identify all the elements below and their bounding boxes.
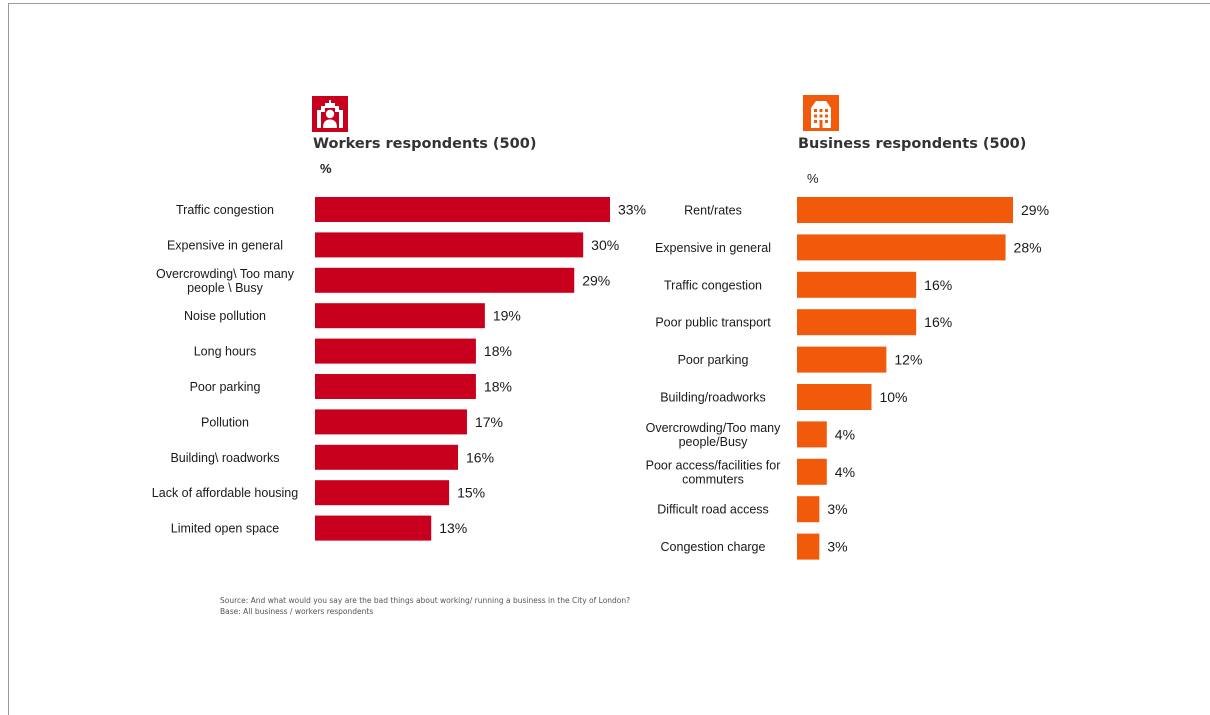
worker-building-icon <box>312 96 348 132</box>
workers-category-label: Expensive in general <box>167 238 283 252</box>
business-bar <box>797 533 820 560</box>
business-category-label: Congestion charge <box>661 540 766 554</box>
business-bar <box>797 309 917 336</box>
business-value-label: 12% <box>894 352 922 368</box>
business-category-label: Expensive in general <box>655 241 771 255</box>
base-note: Base: All business / workers respondents <box>220 607 374 616</box>
workers-bar <box>315 197 610 222</box>
workers-bar <box>315 374 476 399</box>
workers-bar <box>315 303 485 329</box>
business-value-label: 4% <box>835 464 855 480</box>
business-bar <box>797 197 1013 223</box>
business-value-label: 4% <box>835 426 855 442</box>
slide-frame <box>8 3 1210 715</box>
workers-value-label: 29% <box>582 272 610 288</box>
business-panel-title: Business respondents (500) <box>798 136 1027 152</box>
workers-category-label: Long hours <box>194 345 257 359</box>
workers-category-label: Overcrowding\ Too many people \ Busy <box>156 267 295 295</box>
business-bar <box>797 421 827 448</box>
business-bar <box>797 234 1006 261</box>
business-bar <box>797 346 887 373</box>
workers-bar-chart: 33% Traffic congestion 30% Expensive in gen… <box>152 197 646 541</box>
business-value-label: 16% <box>924 277 952 293</box>
business-value-label: 10% <box>879 389 907 405</box>
workers-value-label: 16% <box>466 449 494 465</box>
workers-value-label: 19% <box>493 308 521 324</box>
workers-category-label: Poor parking <box>190 380 261 394</box>
workers-bar <box>315 267 575 293</box>
workers-category-label: Limited open space <box>171 522 279 536</box>
business-bar <box>797 384 872 410</box>
workers-category-label: Pollution <box>201 415 249 429</box>
workers-value-label: 18% <box>484 343 512 359</box>
workers-value-label: 33% <box>618 202 646 218</box>
footnote: Source: And what would you say are the b… <box>220 595 630 617</box>
business-category-label: Rent/rates <box>684 204 742 218</box>
business-bar <box>797 271 917 298</box>
business-bar-chart: 29% Rent/rates 28% Expensive in general 16% T… <box>646 197 1049 560</box>
workers-category-label: Traffic congestion <box>176 203 274 217</box>
office-building-icon <box>803 95 839 131</box>
workers-value-label: 18% <box>484 379 512 395</box>
workers-category-label: Lack of affordable housing <box>152 486 298 500</box>
workers-bar <box>315 480 450 506</box>
source-note: Source: And what would you say are the b… <box>220 596 631 605</box>
business-category-label: Poor public transport <box>655 316 771 330</box>
business-category-label: Traffic congestion <box>664 278 762 292</box>
business-value-label: 28% <box>1014 239 1042 255</box>
workers-bar <box>315 409 467 435</box>
business-category-label: Building/roadworks <box>660 391 766 405</box>
workers-value-label: 15% <box>457 485 485 501</box>
business-category-label: Difficult road access <box>657 503 769 517</box>
business-category-label: Poor access/facilities for commuters <box>646 458 781 486</box>
business-value-label: 3% <box>827 539 847 555</box>
workers-bar <box>315 515 432 541</box>
workers-panel-title: Workers respondents (500) <box>313 136 537 152</box>
business-unit-label: % <box>807 171 819 186</box>
business-value-label: 3% <box>827 501 847 517</box>
workers-bar <box>315 444 459 470</box>
workers-value-label: 17% <box>475 414 503 430</box>
business-category-label: Overcrowding/Too many people/Busy <box>646 421 782 449</box>
workers-unit-label: % <box>320 161 332 176</box>
business-bar <box>797 496 820 523</box>
business-bar <box>797 458 827 485</box>
workers-category-label: Noise pollution <box>184 309 266 323</box>
business-value-label: 29% <box>1021 202 1049 218</box>
workers-value-label: 30% <box>591 237 619 253</box>
workers-category-label: Building\ roadworks <box>170 451 279 465</box>
workers-value-label: 13% <box>439 520 467 536</box>
business-category-label: Poor parking <box>678 353 749 367</box>
business-value-label: 16% <box>924 314 952 330</box>
workers-bar <box>315 338 476 364</box>
workers-bar <box>315 232 584 258</box>
